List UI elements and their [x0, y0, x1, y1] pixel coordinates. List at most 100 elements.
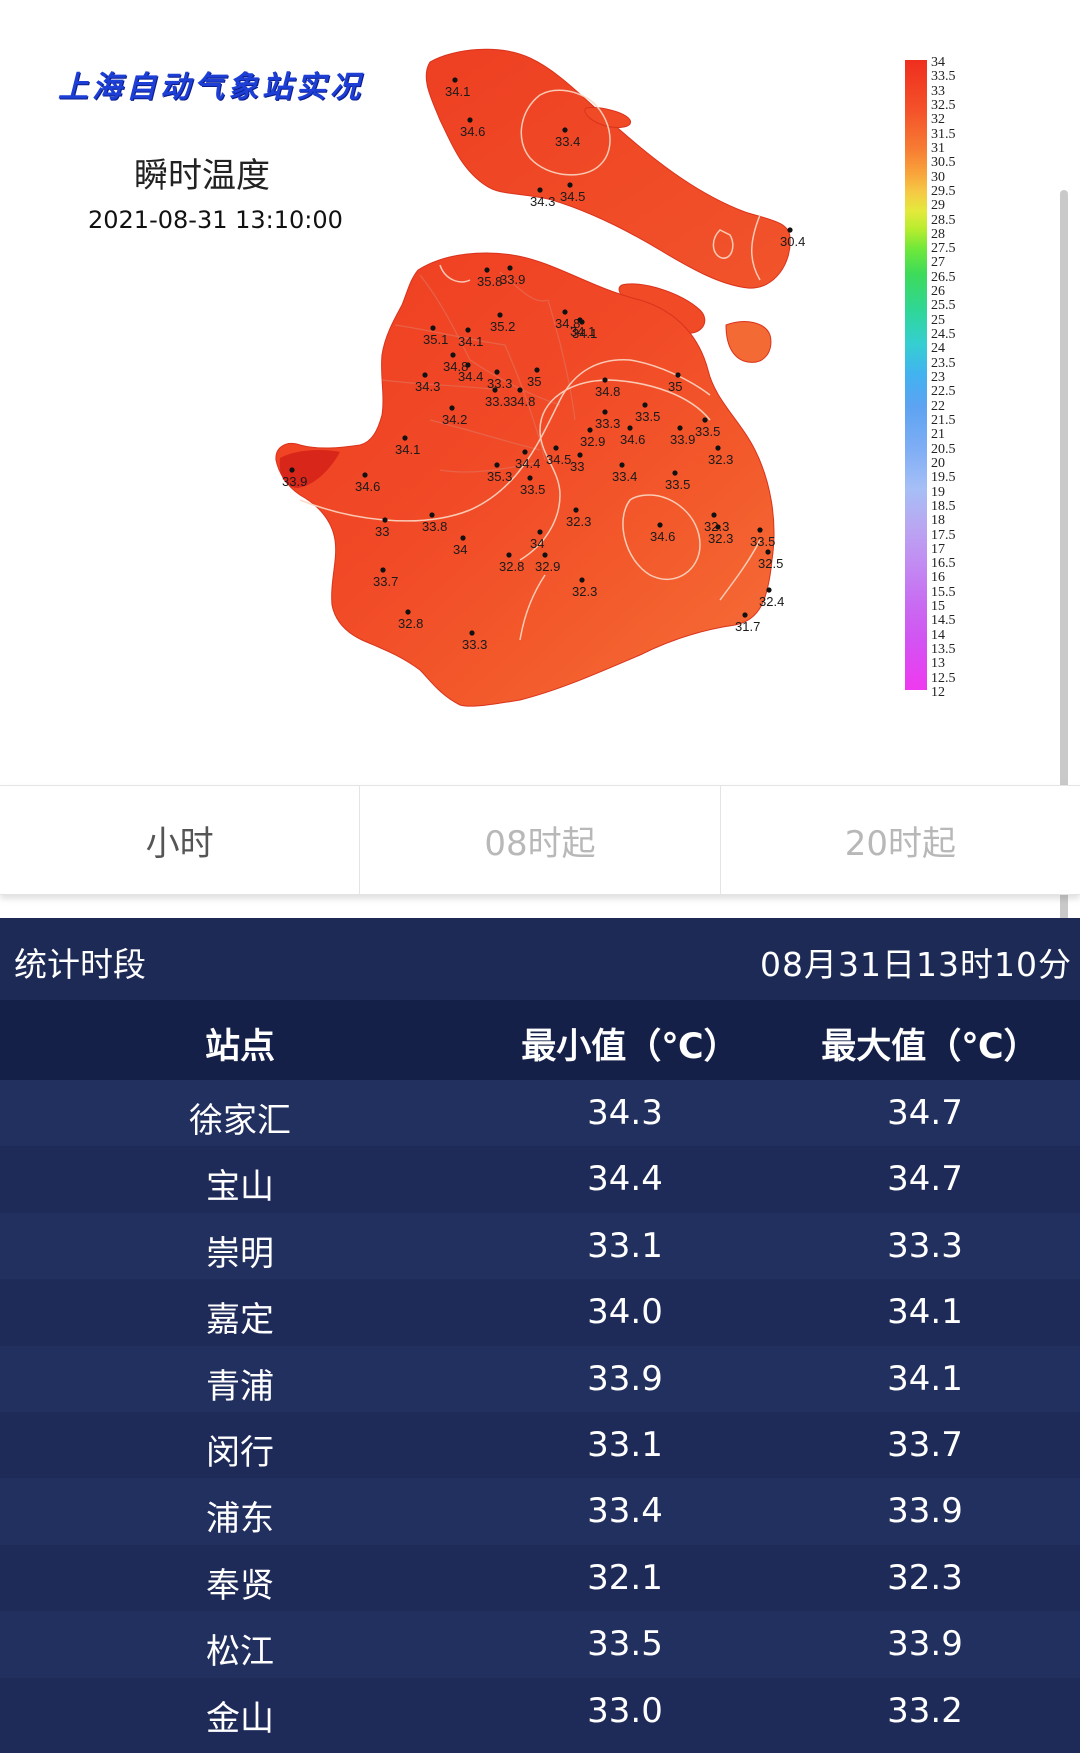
station-dot	[602, 377, 608, 383]
table-header: 站点 最小值（℃） 最大值（℃）	[0, 1000, 1080, 1080]
legend-label: 23.5	[931, 355, 956, 371]
station-value: 34.8	[555, 316, 580, 331]
table-row[interactable]: 青浦 33.9 34.1	[0, 1345, 1080, 1412]
station-dot	[380, 567, 386, 573]
legend-label: 13.5	[931, 642, 956, 658]
max-value: 34.7	[887, 1093, 963, 1133]
station-value: 34.1	[445, 84, 470, 99]
map-title: 瞬时温度	[134, 156, 270, 196]
max-value: 33.7	[887, 1424, 963, 1465]
max-value: 34.1	[887, 1292, 963, 1333]
station-dot	[742, 612, 748, 618]
table-row[interactable]: 徐家汇 34.3 34.7	[0, 1080, 1080, 1147]
legend-label: 19	[931, 484, 945, 500]
station-value: 31.7	[735, 619, 760, 634]
mainland-shanghai	[275, 252, 775, 707]
chongming-island	[425, 48, 791, 289]
legend-label: 19.5	[931, 470, 956, 486]
legend-label: 26.5	[931, 269, 956, 285]
station-dot	[787, 227, 793, 233]
legend-label: 34	[931, 55, 945, 70]
station-dot	[675, 372, 681, 378]
station-dot	[534, 367, 540, 373]
legend-labels: 34 33.5 33 32.5 32 31.5 31 30.5 30 29.5 29 28.5 28 27…	[931, 55, 976, 700]
legend-label: 24	[931, 341, 945, 357]
station-markers: 34.134.633.434.3 34.530.435.833.935.2 34.8…	[282, 77, 805, 652]
table-row[interactable]: 金山 33.0 33.2	[0, 1677, 1080, 1744]
station-value: 33.9	[282, 474, 307, 489]
tab-from-20[interactable]: 20时起	[844, 823, 956, 864]
tab-from-08[interactable]: 08时起	[360, 786, 721, 894]
station-dot	[465, 362, 471, 368]
station-dot	[587, 427, 593, 433]
station-dot	[765, 549, 771, 555]
station-name: 浦东	[206, 1499, 274, 1540]
table-row[interactable]: 松江 33.5 33.9	[0, 1611, 1080, 1678]
max-value: 33.9	[887, 1624, 963, 1665]
station-name: 宝山	[206, 1167, 274, 1208]
station-dot	[672, 470, 678, 476]
min-value: 33.5	[587, 1624, 663, 1665]
station-dot	[467, 117, 473, 123]
table-body: 徐家汇 34.3 34.7 宝山 34.4 34.7 崇明 33.1 33.3 嘉定 34.0 34.…	[0, 1080, 1080, 1744]
period-row: 统计时段 08月31日13时10分	[0, 918, 1080, 1000]
legend-label: 30.5	[931, 155, 956, 171]
header-min: 最小值（℃）	[521, 1027, 739, 1067]
legend-label: 18.5	[931, 498, 956, 514]
station-name: 崇明	[206, 1233, 274, 1274]
station-dot	[450, 352, 456, 358]
legend-label: 18	[931, 513, 945, 529]
table-row[interactable]: 浦东 33.4 33.9	[0, 1478, 1080, 1545]
page-scrollbar[interactable]	[1060, 190, 1068, 1330]
station-name: 嘉定	[206, 1300, 274, 1341]
station-dot	[562, 127, 568, 133]
station-value: 33.4	[555, 134, 580, 149]
min-value: 33.0	[587, 1690, 663, 1731]
legend-label: 17.5	[931, 527, 956, 543]
station-dot	[405, 609, 411, 615]
station-dot	[527, 475, 533, 481]
station-dot	[449, 405, 455, 411]
table-row[interactable]: 崇明 33.1 33.3	[0, 1212, 1080, 1280]
min-value: 33.1	[587, 1424, 663, 1465]
legend-label: 16	[931, 570, 945, 586]
station-dot	[537, 187, 543, 193]
station-value: 32.5	[758, 556, 783, 571]
min-value: 33.9	[587, 1358, 663, 1399]
station-name: 松江	[206, 1632, 274, 1673]
isotherm-lines	[299, 89, 761, 641]
station-value: 34.8	[443, 359, 468, 374]
table-row[interactable]: 奉贤 32.1 32.3	[0, 1544, 1080, 1612]
station-dot	[715, 524, 721, 530]
station-dot	[402, 435, 408, 441]
hot-spot-west	[279, 450, 340, 488]
legend-label: 29	[931, 198, 945, 214]
station-dot	[382, 517, 388, 523]
station-dot	[289, 467, 295, 473]
table-row[interactable]: 宝山 34.4 34.7	[0, 1146, 1080, 1213]
station-value: 35	[668, 379, 682, 394]
station-value: 35.3	[487, 469, 512, 484]
station-value: 33.4	[612, 469, 637, 484]
station-dot	[469, 630, 475, 636]
table-row[interactable]: 嘉定 34.0 34.1	[0, 1279, 1080, 1346]
station-value: 32.8	[499, 559, 524, 574]
hengsha-island	[725, 321, 772, 363]
tab-hourly[interactable]: 小时	[0, 786, 361, 894]
station-dot	[577, 317, 583, 323]
min-value: 33.1	[587, 1225, 663, 1266]
station-value: 34	[453, 542, 467, 557]
legend-label: 30	[931, 169, 945, 185]
max-value: 33.9	[887, 1491, 963, 1532]
station-value: 35	[527, 374, 541, 389]
station-value: 33.9	[500, 272, 525, 287]
station-value: 33.5	[750, 534, 775, 549]
header-station: 站点	[204, 1027, 275, 1067]
station-dot	[677, 425, 683, 431]
station-value: 33.3	[595, 416, 620, 431]
map-banner: 上海自动气象站实况	[58, 70, 364, 105]
station-value: 32.4	[759, 594, 784, 609]
table-row[interactable]: 闵行 33.1 33.7	[0, 1411, 1080, 1479]
temperature-map: 34.1 34.6 33.4 34.3 34.5 30.4 35.8 33.9 35.2 34.8…	[0, 0, 1080, 785]
legend-label: 20.5	[931, 441, 956, 457]
